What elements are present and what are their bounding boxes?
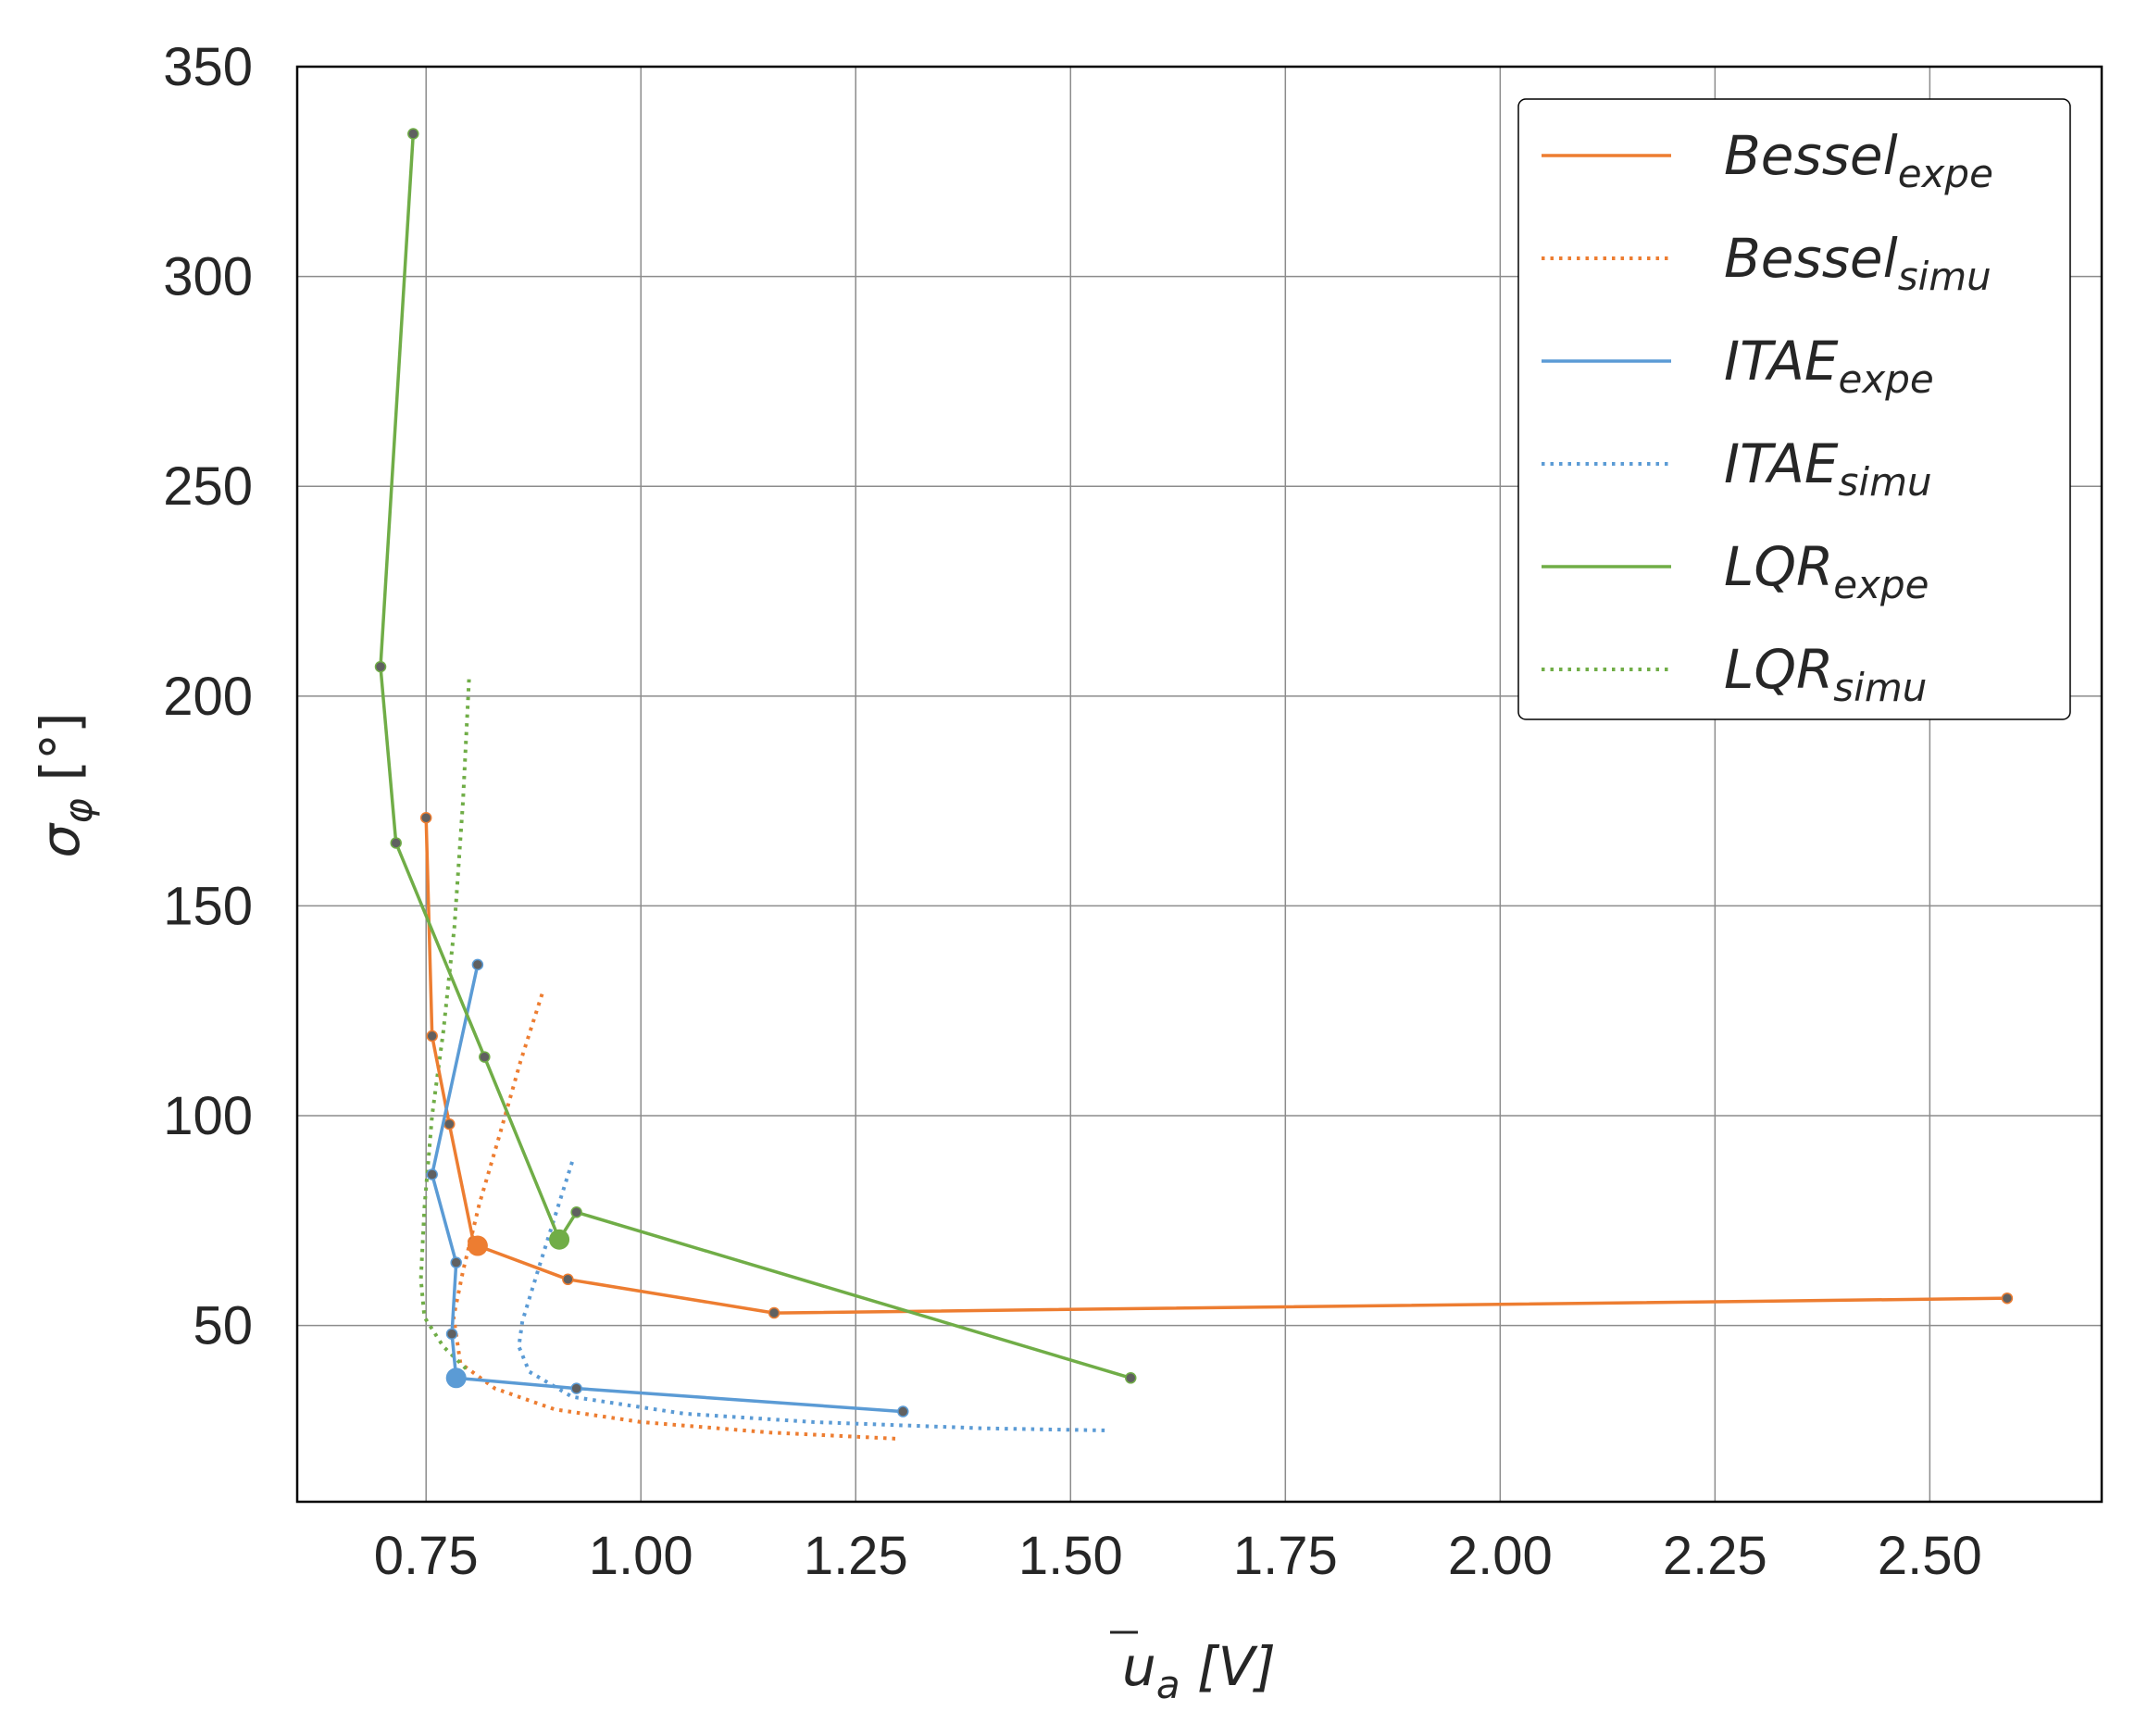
legend-label-itae-expe: ITAEexpe: [1724, 330, 1934, 402]
x-tick-label: 0.75: [374, 1526, 479, 1586]
x-tick-label: 1.50: [1018, 1526, 1123, 1586]
highlight-point-lqr-expe: [549, 1229, 570, 1250]
legend-label-bessel-expe: Besselexpe: [1724, 124, 1993, 196]
x-tick-label: 1.75: [1233, 1526, 1338, 1586]
data-point-bessel-expe: [426, 1030, 438, 1043]
legend-label-itae-simu: ITAEsimu: [1724, 432, 1932, 505]
series-layer: [374, 128, 2014, 1441]
legend-label-main: LQR: [1724, 638, 1833, 701]
data-point-lqr-expe: [1125, 1372, 1137, 1384]
legend-label-lqr-simu: LQRsimu: [1724, 638, 1927, 710]
x-tick-label: 2.25: [1663, 1526, 1767, 1586]
y-tick-labels: 50 100 150 200 250 300 350: [163, 37, 253, 1356]
x-tick-labels: 0.75 1.00 1.25 1.50 1.75 2.00 2.25 2.50: [374, 1526, 1982, 1586]
data-point-itae-expe: [897, 1405, 909, 1418]
data-point-bessel-expe: [443, 1118, 456, 1130]
legend-label-sub: simu: [1833, 665, 1927, 710]
data-point-itae-expe: [450, 1256, 462, 1268]
legend-label-sub: simu: [1839, 459, 1932, 505]
y-tick-label: 250: [163, 456, 253, 517]
legend-label-main: Bessel: [1724, 124, 1898, 187]
x-axis-label-unit: [V]: [1197, 1635, 1276, 1698]
data-point-itae-expe: [471, 958, 484, 971]
data-point-bessel-expe: [419, 812, 432, 824]
legend-box: [1517, 98, 2071, 720]
x-tick-label: 1.00: [589, 1526, 693, 1586]
legend-label-sub: expe: [1839, 356, 1934, 402]
legend-label-bessel-simu: Besselsimu: [1724, 227, 1991, 299]
y-tick-label: 300: [163, 247, 253, 307]
y-tick-label: 200: [163, 667, 253, 727]
x-tick-label: 2.50: [1878, 1526, 1982, 1586]
y-axis-label-unit: [°]: [29, 712, 92, 781]
legend-label-sub: expe: [1833, 562, 1929, 607]
data-point-bessel-expe: [2001, 1292, 2014, 1305]
legend-label-main: LQR: [1724, 535, 1833, 598]
x-tick-label: 2.00: [1448, 1526, 1553, 1586]
legend-label-main: ITAE: [1724, 432, 1839, 495]
x-tick-label: 1.25: [804, 1526, 908, 1586]
data-point-lqr-expe: [479, 1051, 491, 1063]
data-point-lqr-expe: [390, 837, 402, 849]
y-tick-label: 50: [193, 1296, 253, 1356]
data-point-lqr-expe: [570, 1206, 582, 1218]
highlight-point-itae-expe: [445, 1368, 467, 1389]
y-tick-label: 350: [163, 37, 253, 97]
legend: BesselexpeBesselsimuITAEexpeITAEsimuLQRe…: [1517, 98, 2071, 720]
y-axis-label-main: σ: [29, 822, 92, 858]
legend-label-sub: simu: [1898, 254, 1991, 299]
x-axis-label-main: u: [1122, 1635, 1156, 1698]
y-axis-label-sub: φ: [56, 798, 101, 824]
data-point-itae-expe: [426, 1168, 438, 1180]
data-point-lqr-expe: [374, 660, 387, 673]
plot-frame: [295, 65, 2104, 1504]
x-axis-label: ua [V]: [1122, 1635, 1276, 1707]
legend-label-lqr-expe: LQRexpe: [1724, 535, 1929, 607]
data-point-bessel-expe: [768, 1306, 780, 1319]
legend-label-sub: expe: [1898, 151, 1993, 196]
y-tick-label: 150: [163, 876, 253, 936]
y-axis-label: σφ [°]: [29, 712, 101, 857]
series-line-lqr-simu: [418, 679, 471, 1373]
data-point-itae-expe: [445, 1328, 458, 1340]
data-point-itae-expe: [570, 1382, 582, 1394]
data-point-bessel-expe: [562, 1273, 574, 1286]
legend-label-main: Bessel: [1724, 227, 1898, 290]
x-axis-label-sub: a: [1156, 1662, 1180, 1707]
highlight-point-bessel-expe: [467, 1235, 488, 1256]
y-tick-label: 100: [163, 1086, 253, 1146]
legend-label-main: ITAE: [1724, 330, 1839, 393]
data-point-lqr-expe: [407, 128, 419, 140]
